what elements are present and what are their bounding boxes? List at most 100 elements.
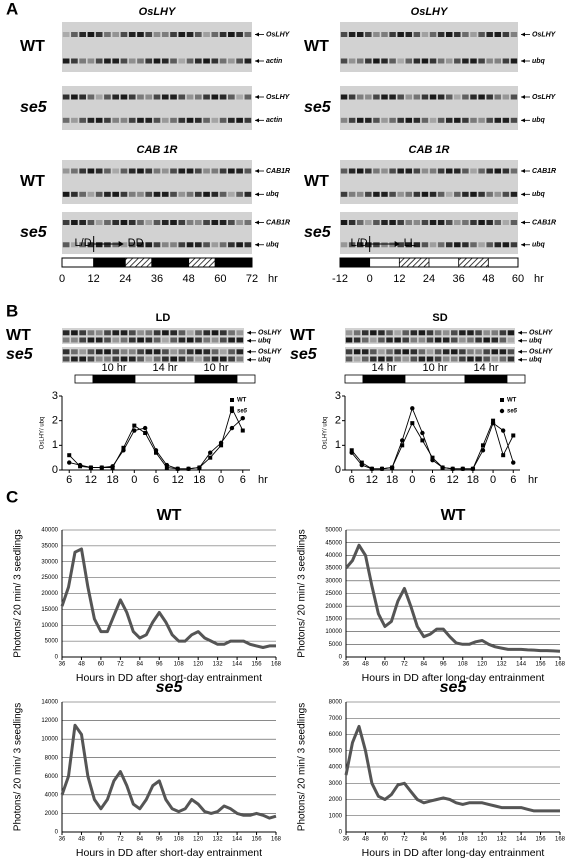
blot-band <box>194 220 202 225</box>
blot-band <box>451 356 458 362</box>
y-tick-label: 5000 <box>329 748 343 754</box>
blot-band <box>454 117 461 123</box>
blot-band <box>203 191 210 197</box>
timeline-tick-label: 24 <box>423 273 435 285</box>
blot-band <box>437 32 445 37</box>
blot-band <box>194 32 202 37</box>
x-tick-label: 120 <box>193 662 204 668</box>
photoperiod-segment <box>362 374 406 384</box>
genotype-label: se5 <box>290 346 318 363</box>
blot-band <box>470 220 477 225</box>
data-point <box>410 421 415 426</box>
blot-band <box>120 191 128 197</box>
blot-band <box>507 330 515 336</box>
photoperiod-segment <box>344 374 364 384</box>
blot-band <box>394 337 401 343</box>
blot-band <box>386 330 393 336</box>
blot-band <box>137 349 144 355</box>
blot-band <box>486 117 493 123</box>
blot-band <box>356 168 364 174</box>
x-tick-label: 144 <box>232 662 243 668</box>
blot-band <box>120 330 128 336</box>
arrow-head <box>518 349 522 354</box>
photoperiod-label: 14 hr <box>473 362 498 374</box>
y-tick-label: 0 <box>52 464 58 476</box>
blot-title: LD <box>156 312 171 324</box>
x-axis-label: Hours in DD after short-day entrainment <box>76 847 262 859</box>
blot-band <box>236 242 243 248</box>
blot-band <box>389 220 396 225</box>
blot-band <box>370 337 377 343</box>
blot-band <box>442 349 450 355</box>
blot-band <box>79 94 86 100</box>
blot-band <box>219 330 227 336</box>
blot-band <box>389 58 396 64</box>
x-tick-label: 156 <box>536 837 547 843</box>
data-point <box>369 466 375 471</box>
blot-band <box>470 242 477 248</box>
blot-band <box>137 220 144 225</box>
blot-band <box>340 168 348 174</box>
data-point <box>121 448 126 453</box>
blot-band <box>137 337 144 343</box>
blot-band <box>211 58 219 64</box>
y-tick-label: 8000 <box>45 755 59 761</box>
data-point <box>99 465 104 470</box>
x-tick-label: 144 <box>516 837 527 843</box>
blot-band <box>348 32 356 37</box>
blot-band <box>120 117 128 123</box>
blot-band <box>405 94 413 100</box>
band-marker: ubq <box>529 338 543 345</box>
blot-band <box>194 191 202 197</box>
y-tick-label: 2 <box>52 415 58 427</box>
band-marker: OsLHY <box>532 94 557 101</box>
photoperiod-label: 10 hr <box>422 362 447 374</box>
blot-band <box>178 242 186 248</box>
blot-band <box>454 220 461 225</box>
blot-band <box>87 191 95 197</box>
blot-band <box>397 220 404 225</box>
blot-band <box>475 356 482 362</box>
data-line <box>60 723 277 820</box>
blot-band <box>445 58 453 64</box>
arrow-head <box>521 242 525 247</box>
blot-band <box>79 349 87 355</box>
genotype-label: WT <box>20 38 45 55</box>
x-tick-label: 72 <box>401 662 408 668</box>
blot-band <box>389 117 396 123</box>
blot-band <box>236 168 243 174</box>
regime-label: DD <box>128 237 144 249</box>
blot-band <box>418 356 426 362</box>
blot-band <box>340 191 348 197</box>
blot-band <box>62 168 70 174</box>
y-tick-label: 8000 <box>329 700 343 706</box>
blot-band <box>128 337 136 343</box>
blot-band <box>87 58 95 64</box>
blot-band <box>137 191 144 197</box>
blot-band <box>454 168 461 174</box>
blot <box>340 160 518 204</box>
band-marker: ubq <box>266 242 280 249</box>
blot-band <box>120 168 128 174</box>
blot-band <box>378 330 385 336</box>
blot-band <box>87 349 95 355</box>
blot-band <box>467 330 474 336</box>
blot-band <box>186 58 194 64</box>
y-tick-label: 20000 <box>325 604 342 610</box>
blot-band <box>494 242 502 248</box>
regime-label: L/D <box>75 237 92 249</box>
arrow-head <box>518 338 522 343</box>
blot-band <box>421 32 429 37</box>
blot-band <box>361 330 369 336</box>
blot-band <box>429 191 437 197</box>
blot-band <box>170 32 177 37</box>
light-regime <box>398 257 430 268</box>
data-point <box>359 462 365 468</box>
blot-band <box>442 330 450 336</box>
data-point <box>208 455 213 460</box>
timeline-tick-label: 36 <box>453 273 465 285</box>
blot-band <box>186 117 194 123</box>
blot-band <box>410 337 418 343</box>
band-marker: CAB1R <box>532 168 556 175</box>
blot-band <box>137 117 144 123</box>
